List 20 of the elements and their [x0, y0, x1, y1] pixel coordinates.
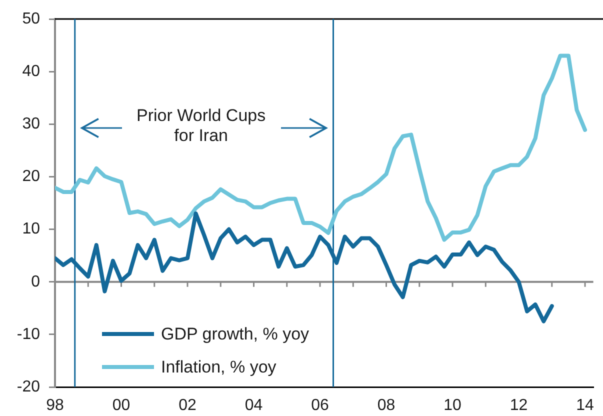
x-tick-label: 04 [244, 397, 263, 414]
x-tick-label: 02 [178, 397, 197, 414]
y-tick-label: 40 [22, 62, 40, 80]
y-tick-label: -10 [16, 326, 40, 343]
x-tick-label: 08 [377, 397, 396, 414]
x-tick-label: 06 [311, 397, 330, 414]
y-tick-label: 30 [22, 116, 40, 133]
y-tick-label: 20 [22, 168, 40, 186]
x-tick-label: 00 [112, 397, 130, 414]
y-tick-label: 0 [31, 273, 40, 290]
legend-label: GDP growth, % yoy [161, 324, 310, 344]
x-tick-label: 14 [576, 397, 594, 414]
x-tick-label: 12 [510, 397, 528, 414]
y-tick-label: 50 [22, 10, 40, 28]
y-tick-label: 10 [22, 220, 40, 238]
legend-label: Inflation, % yoy [161, 358, 277, 377]
annotation: Prior World Cups for Iran [136, 106, 266, 146]
x-tick-label: 10 [444, 397, 462, 414]
x-tick-label: 98 [46, 397, 64, 414]
y-tick-label: -20 [16, 378, 40, 396]
